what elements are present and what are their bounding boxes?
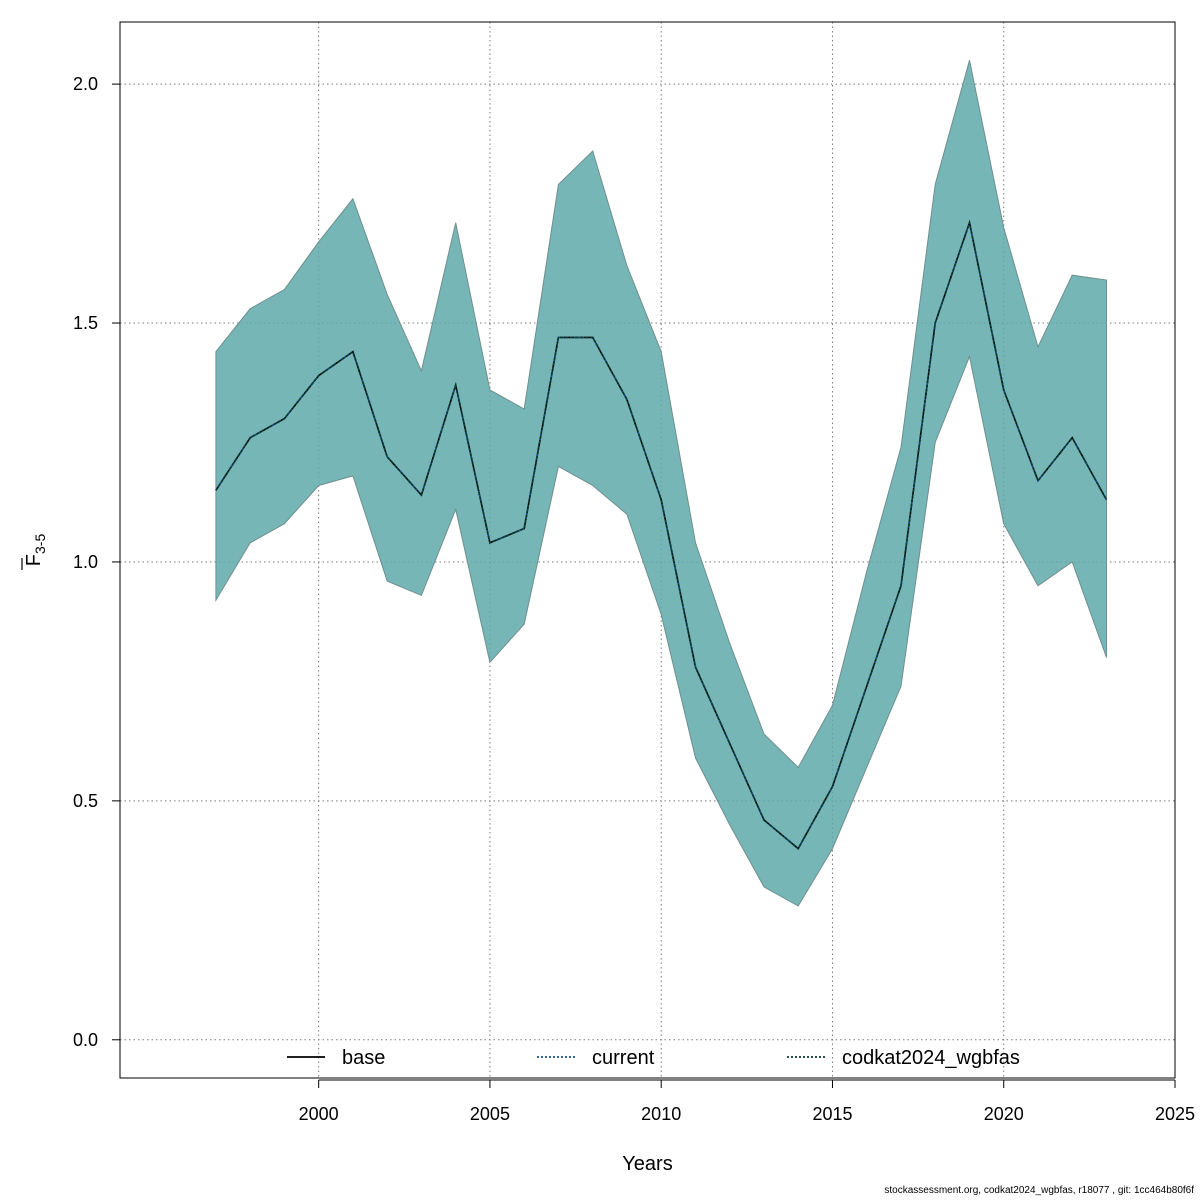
y-axis-title-main: F xyxy=(23,554,45,566)
y-axis-title: F3-5 xyxy=(21,534,48,570)
series-line-codkat2024-wgbfas xyxy=(215,219,1108,850)
confidence-band xyxy=(215,60,1107,907)
x-tick-label: 2020 xyxy=(984,1104,1024,1124)
x-tick-label: 2010 xyxy=(641,1104,681,1124)
y-tick-label: 0.0 xyxy=(73,1030,98,1050)
legend: base current codkat2024_wgbfas xyxy=(287,1047,1020,1069)
legend-label-base: base xyxy=(342,1047,385,1069)
plot-frame xyxy=(119,21,1176,1079)
confidence-band-layer xyxy=(215,60,1107,907)
legend-label-codkat2024-wgbfas: codkat2024_wgbfas xyxy=(842,1047,1020,1069)
svg-text:F3-5: F3-5 xyxy=(23,534,48,567)
x-axis: 2000 2005 2010 2015 2020 2025 xyxy=(299,1079,1195,1124)
y-tick-label: 2.0 xyxy=(73,74,98,94)
y-axis: 0.0 0.5 1.0 1.5 2.0 xyxy=(73,74,120,1050)
x-tick-label: 2000 xyxy=(299,1104,339,1124)
x-axis-title: Years xyxy=(622,1153,672,1175)
legend-label-current: current xyxy=(592,1047,655,1069)
x-tick-label: 2025 xyxy=(1155,1104,1195,1124)
series-lines-layer xyxy=(215,219,1108,850)
y-tick-label: 1.5 xyxy=(73,313,98,333)
y-tick-label: 0.5 xyxy=(73,791,98,811)
footer-note: stockassessment.org, codkat2024_wgbfas, … xyxy=(884,1185,1194,1196)
x-tick-label: 2015 xyxy=(812,1104,852,1124)
x-tick-label: 2005 xyxy=(470,1104,510,1124)
y-axis-title-subscript: 3-5 xyxy=(32,534,48,554)
y-tick-label: 1.0 xyxy=(73,552,98,572)
